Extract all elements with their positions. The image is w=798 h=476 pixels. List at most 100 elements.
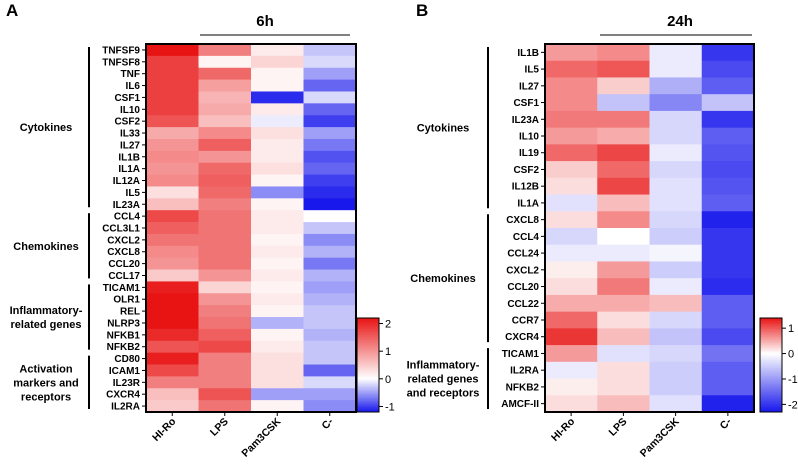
heatmap-cell bbox=[251, 186, 304, 199]
heatmap-cell bbox=[701, 44, 755, 62]
heatmap-cell bbox=[251, 245, 304, 259]
colorbar-tick-label: 0 bbox=[385, 374, 391, 386]
heatmap-cell bbox=[146, 210, 199, 223]
group-label: related genes bbox=[408, 374, 479, 386]
row-label: CXCR4 bbox=[505, 332, 539, 343]
heatmap-cell bbox=[545, 328, 598, 346]
heatmap-cell bbox=[597, 177, 650, 195]
heatmap-cell bbox=[649, 378, 703, 396]
heatmap-cell bbox=[701, 211, 755, 229]
colorbar-segment bbox=[357, 349, 379, 352]
heatmap-cell bbox=[649, 127, 703, 145]
colorbar-segment bbox=[760, 402, 782, 405]
heatmap-cell bbox=[303, 91, 357, 104]
heatmap-cell bbox=[701, 60, 755, 78]
colorbar-segment bbox=[357, 341, 379, 344]
heatmap-cell bbox=[701, 361, 755, 379]
colorbar-segment bbox=[760, 374, 782, 377]
colorbar-segment bbox=[760, 321, 782, 324]
colorbar-segment bbox=[357, 408, 379, 411]
colorbar-segment bbox=[760, 333, 782, 336]
row-label: IL1B bbox=[118, 152, 140, 163]
heatmap-cell bbox=[303, 55, 357, 69]
heatmap-cell bbox=[198, 328, 252, 342]
row-label: NLRP3 bbox=[107, 318, 140, 329]
colorbar-segment bbox=[357, 319, 379, 322]
column-label: Pam3CSK bbox=[638, 415, 682, 459]
colorbar-segment bbox=[357, 327, 379, 330]
group-label: Chemokines bbox=[410, 273, 475, 285]
colorbar-segment bbox=[760, 375, 782, 378]
colorbar-segment bbox=[760, 369, 782, 372]
heatmap-cell bbox=[545, 244, 598, 262]
heatmap-cell bbox=[251, 150, 304, 164]
heatmap-cell bbox=[198, 79, 252, 92]
heatmap-cell bbox=[649, 361, 703, 379]
group-label: Inflammatory- bbox=[407, 360, 480, 372]
row-label: NFKB2 bbox=[506, 382, 540, 393]
heatmap-cell bbox=[198, 55, 252, 69]
colorbar-segment bbox=[357, 339, 379, 342]
colorbar-segment bbox=[760, 383, 782, 386]
heatmap-cell bbox=[146, 222, 199, 235]
colorbar-segment bbox=[357, 394, 379, 397]
heatmap-cell bbox=[146, 115, 199, 128]
colorbar-segment bbox=[357, 343, 379, 346]
heatmap-cell bbox=[303, 257, 357, 270]
heatmap-cell bbox=[146, 257, 199, 270]
column-label: C- bbox=[718, 415, 735, 432]
colorbar-tick-label: 0 bbox=[788, 349, 794, 361]
heatmap-cell bbox=[303, 388, 357, 401]
heatmap-cell bbox=[597, 60, 650, 78]
heatmap-cell bbox=[198, 245, 252, 259]
heatmap-cell bbox=[251, 328, 304, 342]
row-label: IL23A bbox=[512, 115, 539, 126]
heatmap-cell bbox=[545, 144, 598, 162]
colorbar-segment bbox=[357, 369, 379, 372]
heatmap-cell bbox=[198, 162, 252, 175]
heatmap-cell bbox=[146, 138, 199, 152]
heatmap-cell bbox=[198, 400, 252, 413]
heatmap-cell bbox=[198, 150, 252, 164]
colorbar-tick-label: -2 bbox=[788, 399, 798, 411]
colorbar-segment bbox=[760, 407, 782, 410]
heatmap-cell bbox=[701, 345, 755, 363]
row-label: IL19 bbox=[519, 148, 539, 159]
row-label: TNFSF8 bbox=[102, 57, 140, 68]
heatmap-cell bbox=[251, 115, 304, 128]
heatmap-cell bbox=[597, 361, 650, 379]
row-label: CCL4 bbox=[513, 232, 540, 243]
panel-title: 24h bbox=[667, 13, 693, 30]
colorbar-segment bbox=[357, 383, 379, 386]
heatmap-cell bbox=[701, 294, 755, 313]
row-label: CXCL8 bbox=[107, 247, 140, 258]
heatmap-cell bbox=[146, 55, 199, 69]
colorbar-segment bbox=[357, 371, 379, 374]
heatmap-cell bbox=[649, 177, 703, 195]
row-label: IL10 bbox=[519, 132, 539, 143]
colorbar-segment bbox=[760, 390, 782, 393]
row-label: CCL4 bbox=[114, 212, 141, 223]
heatmap-cell bbox=[545, 228, 598, 246]
colorbar-segment bbox=[357, 330, 379, 333]
heatmap-cell bbox=[597, 44, 650, 62]
colorbar-segment bbox=[760, 361, 782, 364]
heatmap-cell bbox=[545, 278, 598, 296]
heatmap-cell bbox=[251, 162, 304, 175]
heatmap-cell bbox=[649, 194, 703, 212]
colorbar-segment bbox=[760, 338, 782, 341]
colorbar-segment bbox=[760, 327, 782, 330]
colorbar-segment bbox=[760, 405, 782, 408]
colorbar-segment bbox=[357, 361, 379, 364]
heatmap-cell bbox=[597, 345, 650, 363]
heatmap-cell bbox=[146, 376, 199, 389]
heatmap-cell bbox=[198, 293, 252, 306]
heatmap-cell bbox=[303, 352, 357, 365]
row-label: CCL17 bbox=[108, 271, 140, 282]
panel-title: 6h bbox=[256, 13, 274, 30]
colorbar-segment bbox=[357, 354, 379, 356]
colorbar-segment bbox=[357, 380, 379, 383]
heatmap-cell bbox=[545, 361, 598, 379]
heatmap-cell bbox=[198, 340, 252, 354]
column-label: HI-Ro bbox=[549, 416, 577, 444]
